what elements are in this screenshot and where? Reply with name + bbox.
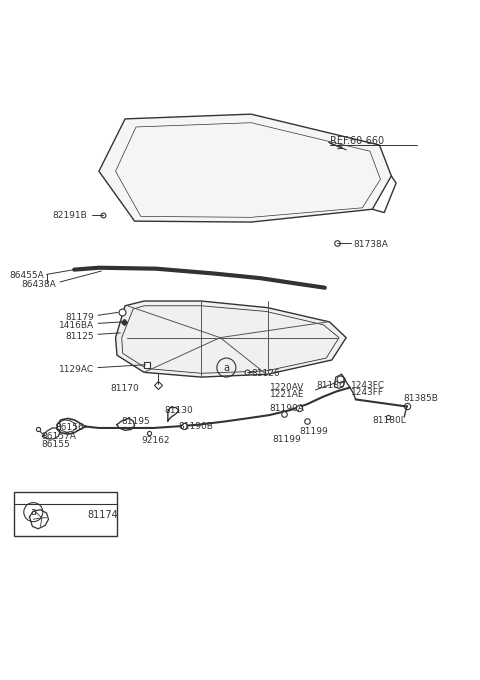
Text: a: a [30, 507, 36, 517]
Text: 1243FC: 1243FC [351, 381, 385, 390]
Text: 86155: 86155 [42, 440, 71, 449]
Text: 81199: 81199 [300, 427, 328, 436]
Text: 81385B: 81385B [403, 394, 438, 403]
Text: 92162: 92162 [142, 437, 170, 445]
Polygon shape [99, 114, 391, 222]
FancyBboxPatch shape [14, 492, 117, 536]
Text: 82191B: 82191B [52, 211, 87, 220]
Text: 81180: 81180 [317, 381, 346, 390]
Text: 86156: 86156 [55, 424, 84, 432]
Text: a: a [223, 362, 229, 373]
Text: 86455A: 86455A [10, 271, 44, 280]
Text: 81170: 81170 [110, 384, 139, 393]
Text: 1221AE: 1221AE [270, 390, 305, 399]
Text: 81199: 81199 [273, 435, 301, 444]
Text: REF.60-660: REF.60-660 [330, 136, 384, 146]
Text: 81195: 81195 [122, 418, 151, 426]
Text: 81130: 81130 [165, 406, 193, 415]
Text: 1220AV: 1220AV [270, 383, 304, 392]
Text: 81180L: 81180L [372, 416, 406, 425]
Text: 1416BA: 1416BA [59, 321, 94, 330]
Text: 86438A: 86438A [22, 280, 56, 289]
Text: 1243FF: 1243FF [351, 388, 384, 397]
Polygon shape [116, 301, 346, 377]
Text: 86157A: 86157A [42, 432, 77, 441]
Text: 81126: 81126 [251, 369, 280, 378]
Text: 81190B: 81190B [179, 422, 214, 431]
Text: 81125: 81125 [66, 332, 94, 341]
Text: 81179: 81179 [65, 313, 94, 322]
Text: 81738A: 81738A [353, 241, 388, 250]
Text: 1129AC: 1129AC [59, 365, 94, 374]
Text: 81190A: 81190A [269, 405, 304, 413]
Text: 81174: 81174 [87, 510, 118, 520]
